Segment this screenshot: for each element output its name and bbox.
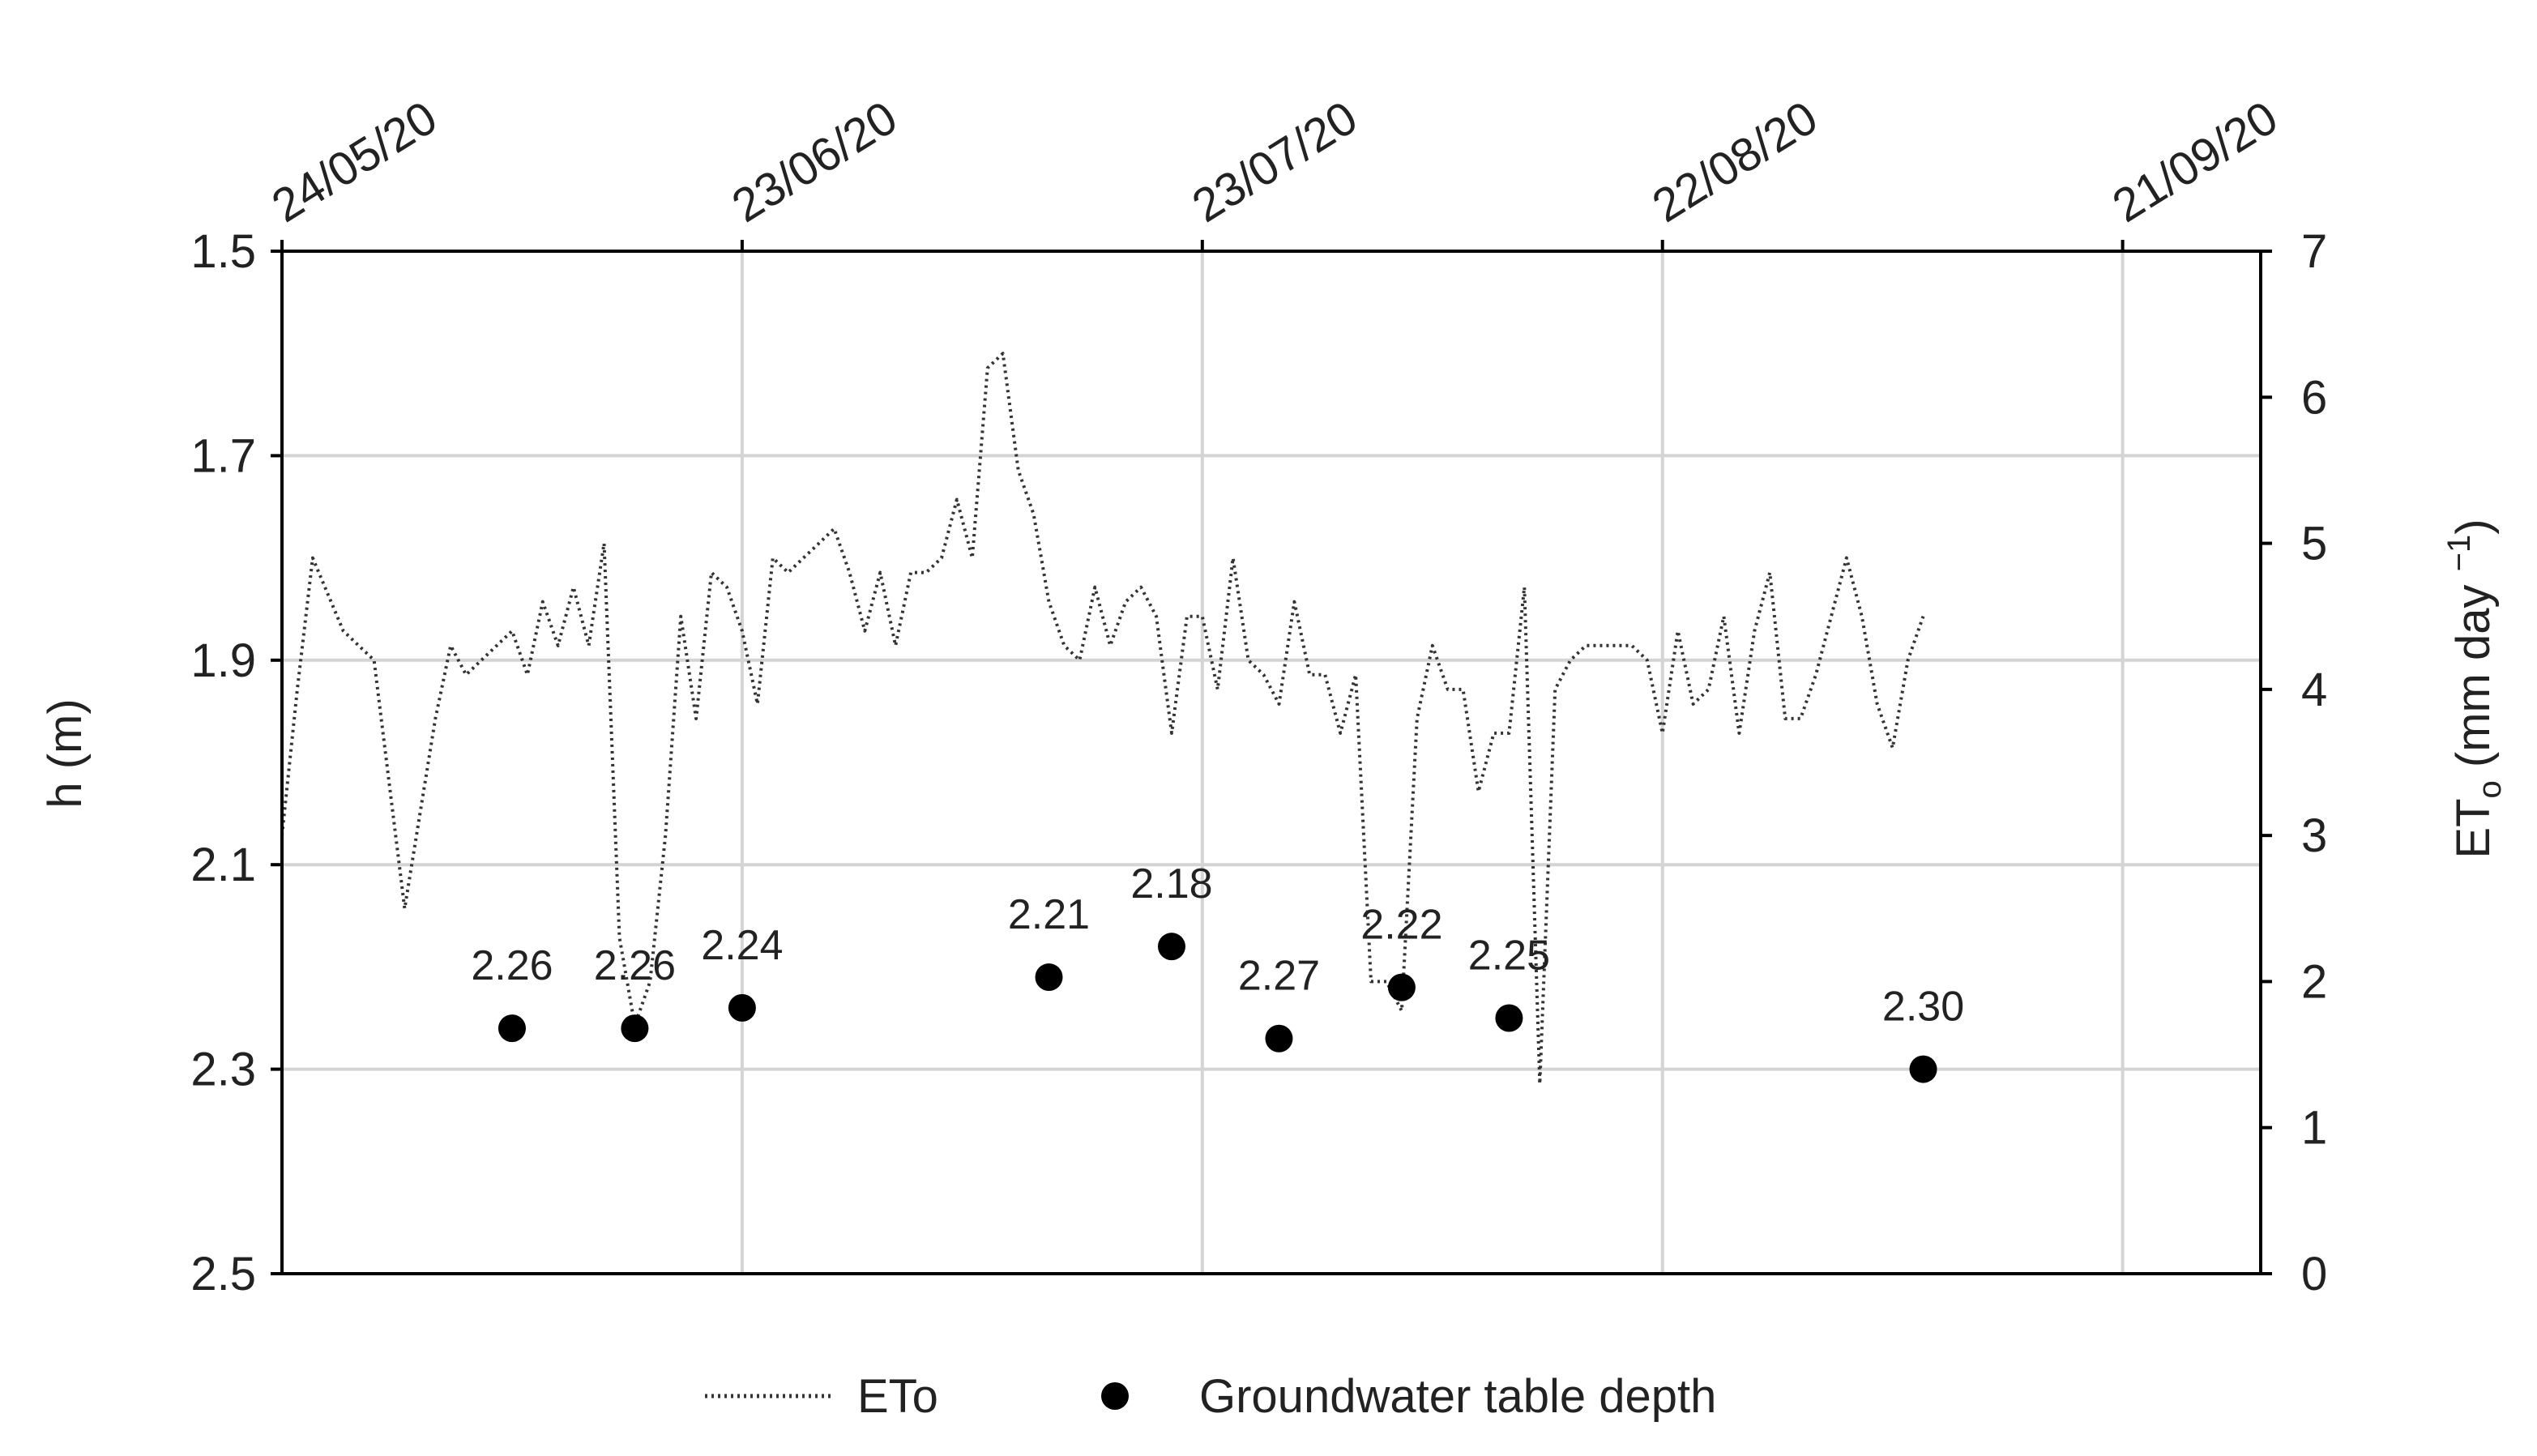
groundwater-point: [1157, 933, 1185, 961]
groundwater-point-label: 2.24: [701, 922, 783, 969]
x-tick-label: 21/09/20: [2103, 91, 2287, 233]
groundwater-point-label: 2.21: [1008, 891, 1090, 938]
groundwater-point: [1387, 973, 1416, 1001]
y-right-tick-label: 3: [2301, 809, 2327, 862]
y-right-tick-label: 2: [2301, 955, 2327, 1008]
y-left-tick-label: 1.7: [190, 429, 256, 482]
legend-groundwater-marker: [1101, 1382, 1129, 1410]
groundwater-series: [498, 933, 1937, 1083]
y-right-tick-label: 5: [2301, 518, 2327, 570]
groundwater-point: [1265, 1024, 1293, 1053]
y-right-tick-label: 7: [2301, 225, 2327, 278]
groundwater-point-label: 2.30: [1882, 984, 1964, 1031]
eto-series: [280, 352, 1925, 1086]
groundwater-point-label: 2.18: [1130, 860, 1212, 907]
legend-groundwater-label: Groundwater table depth: [1199, 1370, 1716, 1423]
y-axis-left: 1.5 1.7 1.9 2.1 2.3 2.5: [190, 225, 282, 1300]
grid: [282, 251, 2261, 1274]
x-tick-label: 23/07/20: [1183, 91, 1366, 233]
groundwater-point: [728, 993, 756, 1022]
y-right-tick-label: 4: [2301, 664, 2327, 716]
groundwater-point: [621, 1014, 649, 1043]
legend-eto-label: ETo: [857, 1370, 938, 1423]
y-left-tick-label: 2.5: [190, 1248, 256, 1300]
y-left-tick-label: 1.9: [190, 634, 256, 687]
y-left-tick-label: 2.1: [190, 839, 256, 891]
groundwater-point-label: 2.25: [1468, 933, 1550, 980]
x-tick-label: 22/08/20: [1643, 91, 1826, 233]
y-left-tick-label: 1.5: [190, 225, 256, 278]
groundwater-point-label: 2.26: [471, 942, 553, 989]
groundwater-point: [1909, 1055, 1937, 1083]
eto-line: [280, 352, 1925, 1086]
groundwater-labels: 2.26 2.26 2.24 2.21 2.18 2.27 2.22 2.25 2.30: [471, 860, 1964, 1030]
x-tick-label: 24/05/20: [263, 91, 446, 233]
y-right-tick-label: 1: [2301, 1102, 2327, 1155]
legend: ETo Groundwater table depth: [705, 1370, 1716, 1423]
y-left-tick-label: 2.3: [190, 1044, 256, 1096]
groundwater-point-label: 2.22: [1360, 902, 1442, 949]
groundwater-point: [1035, 963, 1063, 992]
y-axis-right: 0 1 2 3 4 5 6 7: [2261, 225, 2327, 1300]
y-axis-right-title: ETo (mm day −1): [2441, 519, 2508, 858]
y-axis-left-title: h (m): [39, 698, 92, 808]
y-right-tick-label: 6: [2301, 371, 2327, 424]
groundwater-point: [498, 1014, 526, 1043]
groundwater-point: [1495, 1004, 1523, 1032]
x-axis: 24/05/20 23/06/20 23/07/20 22/08/20 21/09/20: [263, 91, 2287, 251]
groundwater-point-label: 2.26: [594, 942, 676, 989]
plot-frame: [280, 250, 2262, 1275]
groundwater-point-label: 2.27: [1238, 953, 1320, 1000]
x-tick-label: 23/06/20: [723, 91, 906, 233]
y-right-tick-label: 0: [2301, 1248, 2327, 1300]
